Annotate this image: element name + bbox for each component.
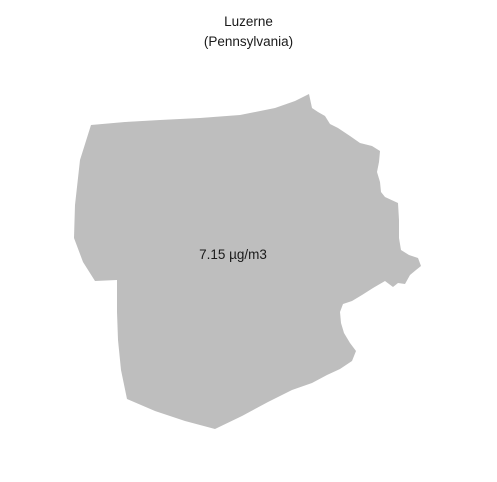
region-value-label: 7.15 µg/m3 — [199, 247, 267, 262]
map-title: Luzerne — [224, 14, 273, 29]
map-title-block: Luzerne (Pennsylvania) — [0, 12, 497, 52]
map-subtitle: (Pennsylvania) — [203, 34, 294, 49]
county-region-luzerne[interactable] — [74, 94, 421, 429]
